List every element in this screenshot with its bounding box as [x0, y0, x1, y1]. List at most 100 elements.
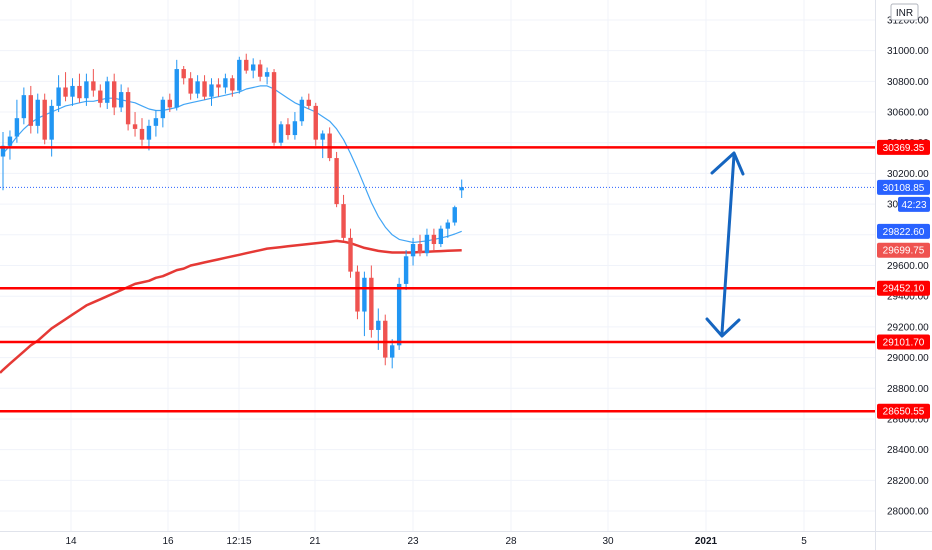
y-tick-label: 31200.00: [887, 15, 929, 26]
candle-body: [230, 78, 235, 91]
candle-body: [355, 271, 360, 312]
candle-body: [244, 59, 249, 71]
candle-body: [118, 92, 124, 108]
x-tick-label: 12:15: [226, 536, 251, 547]
candle-body: [160, 99, 166, 119]
candle-body: [70, 85, 75, 97]
candle-body: [264, 72, 270, 77]
candle-body: [390, 345, 395, 358]
x-tick-label: 14: [65, 536, 77, 547]
candle-body: [63, 87, 68, 97]
x-tick-label: 28: [505, 536, 517, 547]
candle-body: [98, 90, 103, 103]
candle-body: [84, 81, 89, 99]
candle-body: [21, 95, 27, 119]
candlestick-series: [0, 53, 464, 369]
candle-body: [410, 244, 416, 257]
candle-body: [320, 133, 325, 140]
y-tick-label: 29400.00: [887, 292, 929, 303]
candle-body: [146, 125, 152, 140]
candle-body: [216, 84, 221, 88]
currency-badge: INR: [890, 3, 919, 21]
level-price-label-bg: [877, 280, 930, 296]
y-tick-label: 28000.00: [887, 507, 929, 518]
range-arrow-shaft: [720, 153, 736, 335]
x-tick-label: 2021: [695, 536, 718, 547]
y-tick-label: 30200.00: [887, 169, 929, 180]
candle-body: [299, 99, 305, 122]
x-tick-label: 5: [801, 536, 807, 547]
candle-body: [452, 207, 457, 223]
x-tick-label: 23: [407, 536, 419, 547]
candle-body: [49, 105, 54, 140]
candle-body: [112, 81, 117, 108]
x-tick-label: 30: [602, 536, 614, 547]
y-tick-label: 28200.00: [887, 476, 929, 487]
candle-body: [105, 81, 110, 103]
candle-body: [341, 204, 346, 238]
candle-body: [334, 158, 339, 205]
y-tick-label: 31000.00: [887, 46, 929, 57]
candle-body: [292, 121, 298, 136]
slow-ma-line: [0, 239, 462, 374]
candle-body: [362, 277, 367, 312]
y-tick-label: 28800.00: [887, 384, 929, 395]
time-axis[interactable]: 14 16 12:15 21 23 28 30 2021 5: [65, 536, 807, 547]
candle-body: [188, 78, 193, 94]
candle-body: [132, 124, 138, 129]
candle-body: [125, 92, 131, 125]
x-tick-label: 21: [309, 536, 321, 547]
candle-body: [306, 99, 311, 106]
candle-body: [181, 69, 186, 79]
horizontal-levels[interactable]: [0, 146, 875, 413]
candle-body: [14, 118, 20, 137]
candle-body: [369, 277, 374, 330]
candle-body: [431, 234, 437, 245]
candle-body: [139, 128, 145, 140]
y-tick-label: 30800.00: [887, 77, 929, 88]
candle-body: [424, 234, 430, 254]
y-tick-label: 29200.00: [887, 322, 929, 333]
candle-body: [202, 81, 207, 97]
candle-body: [417, 244, 423, 254]
down-arrowhead: [705, 317, 741, 338]
slow-ma-label: 29699.75: [883, 246, 925, 257]
candle-body: [209, 84, 214, 97]
candle-body: [327, 133, 332, 159]
price-markers: 30369.35 29452.10 29101.70 28650.55 30108.85…: [877, 139, 930, 419]
level-price-label: 28650.55: [883, 407, 925, 418]
candle-body: [396, 283, 402, 346]
candle-body: [56, 87, 61, 106]
chart-grid: [0, 0, 875, 531]
candle-body: [195, 81, 200, 94]
slow-moving-average: [0, 239, 462, 374]
candle-body: [223, 78, 228, 88]
candle-body: [348, 237, 353, 272]
y-tick-label: 28400.00: [887, 445, 929, 456]
candle-body: [7, 136, 13, 146]
y-tick-label: 29000.00: [887, 353, 929, 364]
candle-body: [376, 320, 381, 330]
candle-body: [167, 99, 172, 108]
y-tick-label: 30600.00: [887, 108, 929, 119]
candle-body: [237, 59, 242, 91]
currency-label: INR: [896, 8, 913, 19]
candle-body: [153, 118, 159, 126]
candle-body: [403, 256, 409, 284]
x-tick-label: 16: [162, 536, 174, 547]
candle-body: [174, 69, 179, 108]
slow-ma-label-bg: [877, 242, 930, 258]
candle-body: [0, 145, 6, 157]
candle-body: [42, 99, 47, 140]
level-price-label: 29452.10: [883, 284, 925, 295]
candle-body: [251, 64, 256, 71]
countdown-label: 42:23: [901, 200, 926, 211]
level-price-label: 30369.35: [883, 143, 925, 154]
last-price-label: 30108.85: [883, 183, 925, 194]
range-arrow[interactable]: [705, 151, 745, 338]
y-tick-label: 28600.00: [887, 414, 929, 425]
candle-body: [77, 85, 82, 99]
candle-body: [285, 124, 291, 136]
candle-body: [35, 99, 40, 126]
